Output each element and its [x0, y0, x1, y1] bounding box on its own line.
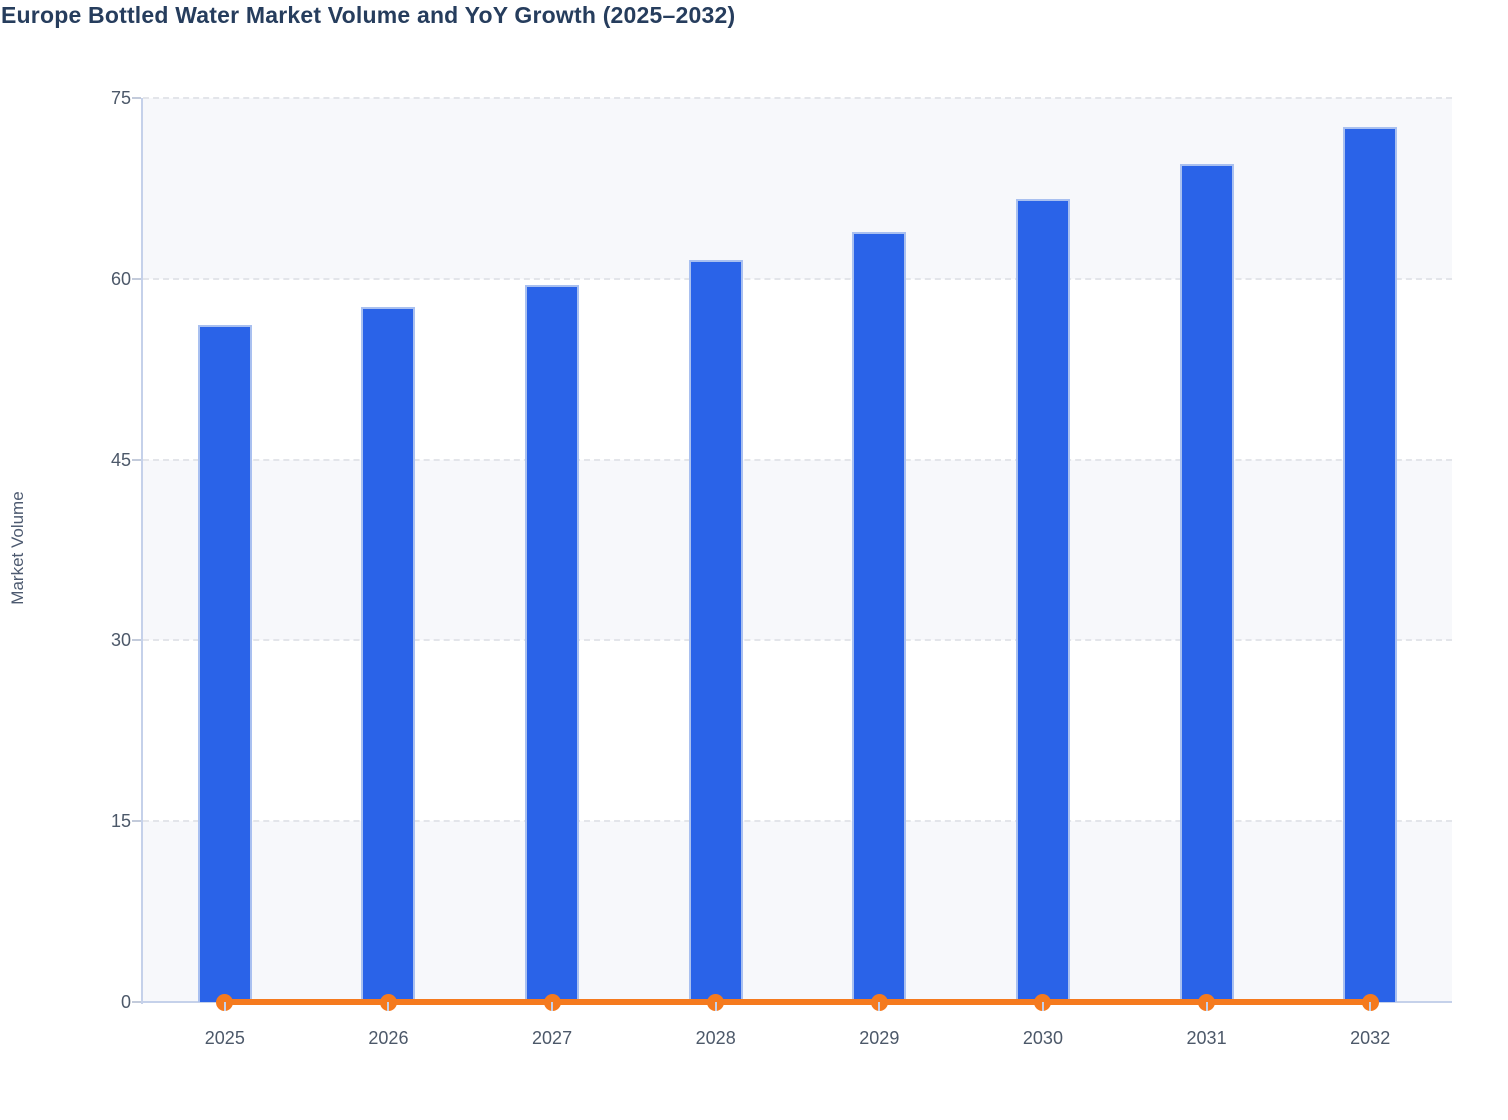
y-gridline [143, 820, 1452, 823]
y-tick-label: 30 [110, 630, 131, 651]
y-tick-label: 60 [110, 268, 131, 289]
x-tick-mark [551, 1002, 554, 1011]
yoy-growth-line[interactable] [224, 999, 1371, 1005]
x-tick-mark [1369, 1002, 1372, 1011]
bar-2028[interactable] [688, 259, 743, 1002]
bar-2031[interactable] [1179, 164, 1234, 1002]
chart-title: Europe Bottled Water Market Volume and Y… [1, 2, 736, 28]
x-tick-label: 2025 [204, 1028, 245, 1048]
y-tick-mark [132, 1001, 141, 1003]
x-tick-mark [1205, 1002, 1208, 1011]
alternate-grid-band [143, 459, 1452, 641]
y-tick-mark [132, 820, 141, 823]
x-tick-mark [387, 1002, 390, 1011]
bar-2025[interactable] [197, 324, 252, 1002]
x-tick-label: 2027 [532, 1028, 573, 1048]
y-tick-label: 75 [110, 88, 131, 108]
x-tick-mark [878, 1002, 881, 1011]
y-gridline [143, 639, 1452, 642]
x-tick-mark [223, 1002, 226, 1011]
bar-2030[interactable] [1015, 199, 1070, 1002]
bar-2026[interactable] [361, 306, 416, 1002]
x-tick-label: 2029 [859, 1028, 900, 1048]
x-tick-label: 2032 [1350, 1028, 1391, 1048]
y-axis-line [141, 98, 143, 1004]
x-tick-label: 2030 [1022, 1028, 1063, 1048]
alternate-grid-band [143, 98, 1452, 279]
y-tick-label: 15 [110, 811, 131, 832]
bar-2032[interactable] [1343, 126, 1398, 1002]
bar-2027[interactable] [525, 284, 580, 1002]
y-axis-title: Market Volume [8, 491, 27, 605]
y-tick-mark [132, 97, 141, 99]
y-tick-mark [132, 277, 141, 280]
x-tick-label: 2028 [695, 1028, 736, 1048]
y-tick-mark [132, 639, 141, 642]
alternate-grid-band [143, 821, 1452, 1002]
y-gridline [143, 277, 1452, 280]
bar-2029[interactable] [852, 231, 907, 1002]
plot-area [141, 97, 1452, 1011]
y-gridline [143, 97, 1452, 99]
x-tick-mark [1041, 1002, 1044, 1011]
y-gridline [143, 458, 1452, 461]
y-tick-label: 0 [120, 992, 131, 1012]
x-tick-label: 2031 [1186, 1028, 1227, 1048]
y-tick-label: 45 [110, 449, 131, 470]
x-tick-mark [714, 1002, 717, 1011]
x-tick-label: 2026 [368, 1028, 409, 1048]
y-tick-mark [132, 458, 141, 461]
